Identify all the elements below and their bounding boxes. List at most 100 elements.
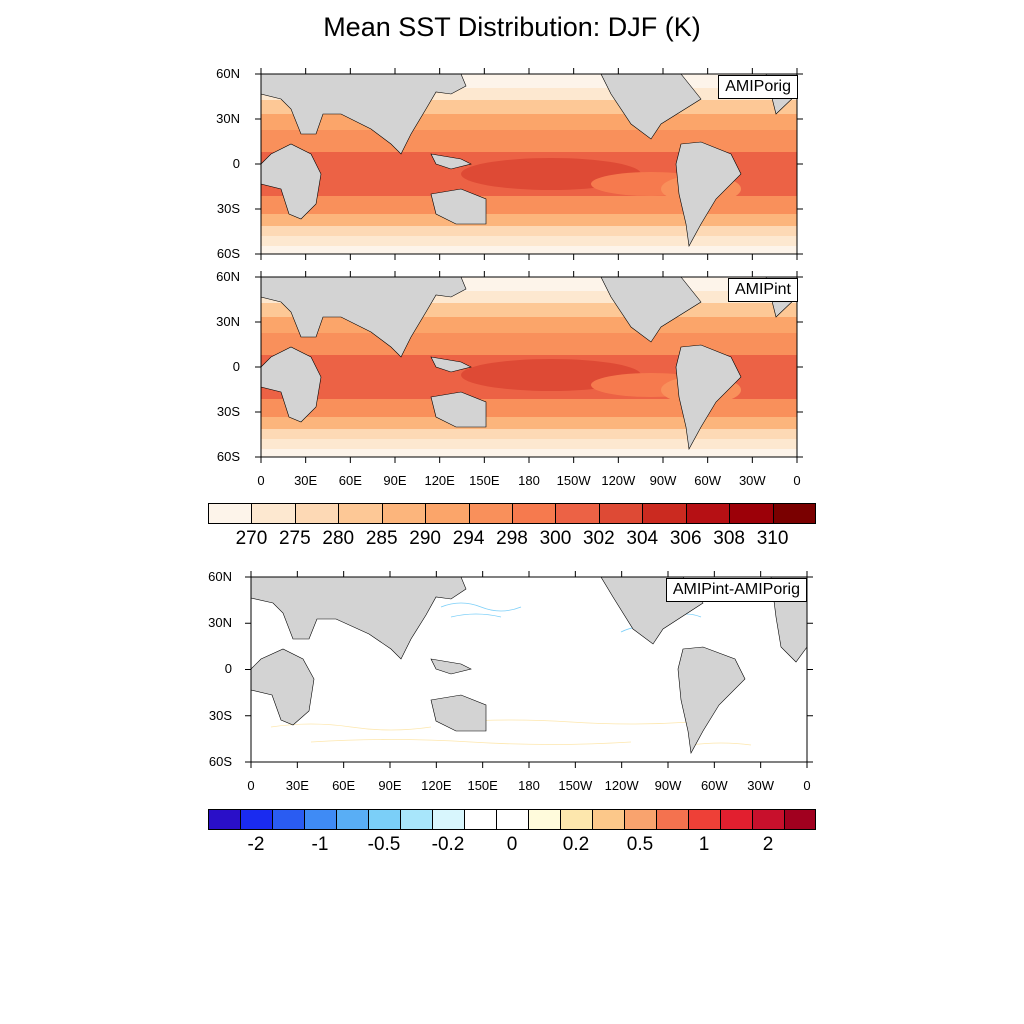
colorbar-swatch	[251, 503, 295, 524]
lat-tick-label: 60S	[208, 754, 232, 769]
lon-tick-label: 60E	[332, 778, 356, 793]
map-panel-amiporig	[255, 68, 803, 260]
lon-tick-label: 90E	[383, 473, 407, 488]
colorbar-swatch	[729, 503, 773, 524]
lat-tick-label: 60S	[216, 449, 240, 464]
lon-tick-label: 0	[247, 778, 255, 793]
colorbar-swatch	[304, 809, 336, 830]
colorbar-swatch	[464, 809, 496, 830]
lat-tick-label: 60N	[208, 569, 232, 584]
colorbar-tick-label: 310	[756, 528, 789, 549]
colorbar-tick-label: 275	[278, 528, 311, 549]
colorbar-tick-label: 2	[762, 834, 774, 855]
lat-tick-label: 60N	[216, 269, 240, 284]
colorbar-tick-label: 0	[506, 834, 518, 855]
lon-tick-label: 90W	[654, 778, 682, 793]
colorbar-tick-label: 298	[496, 528, 528, 549]
colorbar-swatch	[720, 809, 752, 830]
lon-tick-label: 30E	[285, 778, 309, 793]
colorbar-tick-label: 1	[698, 834, 710, 855]
colorbar-tick-label: 290	[409, 528, 441, 549]
lon-tick-label: 60E	[338, 473, 362, 488]
colorbar-swatch	[468, 503, 512, 524]
colorbar-tick-label: 306	[669, 528, 702, 549]
panel-label-amipint: AMIPint	[727, 278, 798, 302]
lon-tick-label: 90W	[649, 473, 677, 488]
lat-tick-label: 0	[232, 359, 240, 374]
colorbar-swatch	[338, 503, 382, 524]
lat-tick-label: 60S	[216, 246, 240, 261]
colorbar-tick-label: 300	[539, 528, 572, 549]
colorbar-swatch	[555, 503, 599, 524]
colorbar-swatch	[560, 809, 592, 830]
lat-tick-label: 60N	[216, 66, 240, 81]
colorbar-swatch	[294, 503, 339, 524]
colorbar-swatch	[400, 809, 432, 830]
lon-tick-label: 0	[257, 473, 265, 488]
colorbar-tick-label: 285	[365, 528, 398, 549]
sst-map-amiporig	[255, 68, 803, 260]
colorbar-swatch	[240, 809, 272, 830]
colorbar-swatch	[642, 503, 686, 524]
panel-label-amiporig: AMIPorig	[718, 75, 798, 99]
colorbar-swatch	[784, 809, 816, 830]
lon-tick-label: 30W	[738, 473, 766, 488]
lon-tick-label: 150E	[469, 473, 500, 488]
colorbar-swatch	[598, 503, 643, 524]
lon-tick-label: 120E	[424, 473, 455, 488]
colorbar-swatch	[272, 809, 304, 830]
colorbar-swatch	[688, 809, 720, 830]
lat-tick-label: 30N	[216, 111, 240, 126]
colorbar-swatch	[624, 809, 656, 830]
colorbar-swatch	[685, 503, 730, 524]
colorbar-swatch	[772, 503, 816, 524]
lon-tick-label: 150E	[467, 778, 498, 793]
colorbar-swatch	[336, 809, 368, 830]
lat-tick-label: 30S	[216, 404, 240, 419]
lon-tick-label: 90E	[378, 778, 402, 793]
colorbar-swatch	[656, 809, 688, 830]
panel-label-difference: AMIPint-AMIPorig	[665, 578, 807, 602]
lon-tick-label: 60W	[700, 778, 728, 793]
map-panel-amipint	[255, 271, 803, 463]
lon-tick-label: 120W	[604, 778, 639, 793]
lon-tick-label: 30E	[294, 473, 318, 488]
colorbar-swatch	[512, 503, 556, 524]
colorbar-tick-label: 308	[713, 528, 745, 549]
sst-difference-map	[245, 571, 813, 768]
colorbar-tick-label: 302	[582, 528, 615, 549]
lat-tick-label: 0	[232, 156, 240, 171]
lat-tick-label: 30S	[216, 201, 240, 216]
lat-tick-label: 30N	[208, 615, 232, 630]
lat-tick-label: 0	[224, 661, 232, 676]
map-panel-difference	[245, 571, 813, 768]
colorbar-tick-label: -0.5	[367, 834, 401, 855]
colorbar-difference	[208, 809, 816, 830]
colorbar-swatch	[208, 809, 240, 830]
lon-tick-label: 0	[793, 473, 801, 488]
lon-tick-label: 180	[518, 473, 540, 488]
colorbar-tick-label: 294	[452, 528, 485, 549]
lat-tick-label: 30N	[216, 314, 240, 329]
lon-tick-label: 60W	[694, 473, 722, 488]
lon-tick-label: 150W	[558, 778, 593, 793]
colorbar-tick-label: -1	[311, 834, 329, 855]
lon-tick-label: 0	[803, 778, 811, 793]
colorbar-swatch	[381, 503, 426, 524]
colorbar-swatch	[528, 809, 560, 830]
colorbar-swatch	[592, 809, 624, 830]
lon-tick-label: 120E	[421, 778, 452, 793]
colorbar-swatch	[496, 809, 528, 830]
lon-tick-label: 180	[518, 778, 540, 793]
lon-tick-label: 120W	[601, 473, 636, 488]
sst-map-amipint	[255, 271, 803, 463]
colorbar-swatch	[432, 809, 464, 830]
colorbar-swatch	[425, 503, 469, 524]
colorbar-tick-label: -2	[247, 834, 265, 855]
colorbar-swatch	[208, 503, 252, 524]
colorbar-swatch	[368, 809, 400, 830]
lat-tick-label: 30S	[208, 708, 232, 723]
colorbar-sst	[208, 503, 816, 524]
colorbar-tick-label: 280	[322, 528, 355, 549]
colorbar-tick-label: 270	[235, 528, 268, 549]
